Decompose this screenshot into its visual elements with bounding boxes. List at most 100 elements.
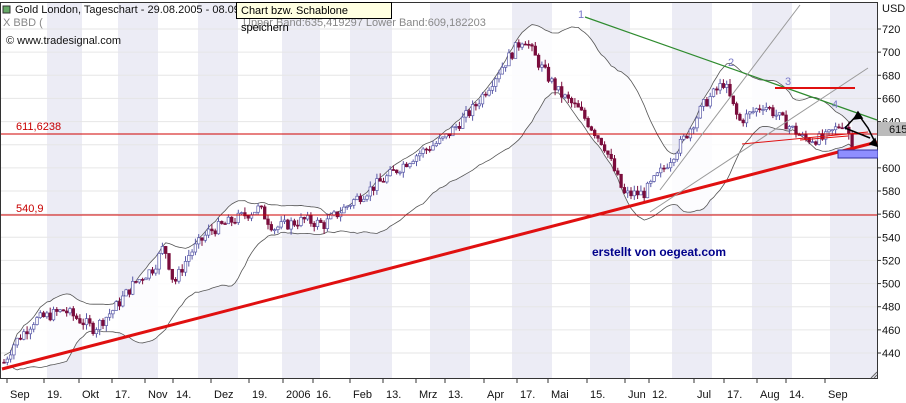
candle bbox=[223, 221, 227, 225]
candle bbox=[61, 309, 66, 312]
candle bbox=[15, 337, 19, 348]
y-tick-label: 560 bbox=[882, 209, 900, 221]
candle bbox=[263, 204, 267, 220]
candle bbox=[203, 231, 207, 243]
candle bbox=[635, 185, 640, 200]
candle bbox=[530, 42, 534, 52]
x-tick-label: 17. bbox=[115, 389, 130, 401]
candle bbox=[731, 95, 735, 106]
candle bbox=[655, 172, 660, 177]
y-axis: 4404604805005205405605806006406606807007… bbox=[877, 0, 906, 403]
y-tick-label: 460 bbox=[882, 325, 900, 337]
candle bbox=[381, 177, 386, 183]
candle bbox=[787, 124, 792, 135]
candle bbox=[629, 187, 633, 200]
candle bbox=[477, 99, 481, 110]
candle bbox=[748, 111, 752, 119]
x-tick-label: Dez bbox=[214, 389, 234, 401]
candle bbox=[503, 65, 508, 72]
candle bbox=[470, 100, 475, 121]
candle bbox=[550, 76, 554, 84]
candle bbox=[774, 109, 778, 120]
x-tick-label: Nov bbox=[148, 389, 168, 401]
bollinger-bands bbox=[3, 24, 853, 371]
candle bbox=[395, 169, 399, 175]
candle bbox=[371, 186, 376, 196]
candle bbox=[764, 102, 768, 112]
candle bbox=[94, 327, 99, 338]
channel-line-lower bbox=[649, 67, 869, 213]
candle bbox=[490, 80, 495, 94]
candle bbox=[461, 112, 465, 129]
candle bbox=[91, 321, 95, 336]
candle bbox=[104, 316, 108, 332]
candle bbox=[213, 228, 217, 237]
candle bbox=[418, 150, 422, 162]
candle bbox=[652, 175, 656, 183]
x-tick-label: 13. bbox=[448, 389, 463, 401]
candle bbox=[649, 179, 653, 188]
candle bbox=[827, 129, 831, 136]
candle bbox=[695, 115, 699, 132]
x-tick-label: 14. bbox=[789, 389, 804, 401]
candle bbox=[533, 42, 537, 56]
x-axis-bg bbox=[0, 379, 906, 403]
candle bbox=[517, 39, 521, 51]
save-template-tooltip: Chart bzw. Schablone speichern bbox=[236, 2, 392, 34]
candle bbox=[626, 186, 630, 198]
candle bbox=[220, 220, 224, 225]
candle bbox=[286, 218, 290, 230]
y-axis-bg bbox=[878, 0, 906, 403]
candle bbox=[167, 253, 171, 271]
candle bbox=[22, 328, 26, 341]
resize-grip-icon[interactable] bbox=[870, 371, 878, 379]
candle bbox=[510, 51, 514, 61]
candle bbox=[74, 313, 79, 321]
x-tick-label: 16. bbox=[316, 389, 331, 401]
lower-band-line bbox=[3, 92, 853, 371]
candle bbox=[391, 165, 396, 171]
indicator-legend-prefix: X BBD ( bbox=[3, 17, 43, 29]
candle bbox=[101, 318, 105, 329]
candle bbox=[124, 288, 128, 297]
candle bbox=[322, 220, 326, 234]
indicator-legend-bands: Upper Band:635,419297 Lower Band:609,182… bbox=[243, 17, 486, 29]
x-tick-label: Jul bbox=[697, 389, 711, 401]
x-tick-label: Sep bbox=[828, 389, 848, 401]
resistance-line bbox=[584, 16, 878, 121]
candle bbox=[761, 105, 765, 115]
candle bbox=[543, 59, 547, 69]
x-tick-label: Jun bbox=[628, 389, 646, 401]
candle bbox=[642, 187, 646, 204]
candle bbox=[131, 276, 135, 296]
y-tick-label: 680 bbox=[882, 70, 900, 82]
candle bbox=[81, 318, 85, 330]
candle bbox=[180, 264, 184, 276]
candle bbox=[741, 118, 745, 127]
candle bbox=[296, 219, 300, 230]
candle bbox=[226, 214, 231, 225]
candle bbox=[107, 308, 112, 321]
candle bbox=[791, 125, 795, 129]
candle bbox=[685, 135, 689, 139]
candle bbox=[725, 80, 729, 94]
candle bbox=[777, 112, 782, 120]
candle bbox=[721, 79, 726, 90]
candle bbox=[566, 91, 570, 104]
candle bbox=[771, 104, 775, 119]
candle bbox=[659, 163, 663, 178]
candle bbox=[5, 356, 9, 366]
candle bbox=[71, 306, 75, 321]
candle bbox=[711, 87, 716, 98]
candle bbox=[507, 49, 511, 67]
candle bbox=[513, 42, 518, 59]
candle bbox=[378, 173, 382, 182]
candle bbox=[474, 102, 478, 111]
candle bbox=[767, 105, 772, 111]
candle bbox=[299, 213, 303, 228]
candle bbox=[302, 216, 306, 224]
y-tick-label: 500 bbox=[882, 279, 900, 291]
projection-arrows bbox=[844, 110, 879, 148]
candle bbox=[48, 307, 52, 322]
candle bbox=[662, 164, 666, 173]
